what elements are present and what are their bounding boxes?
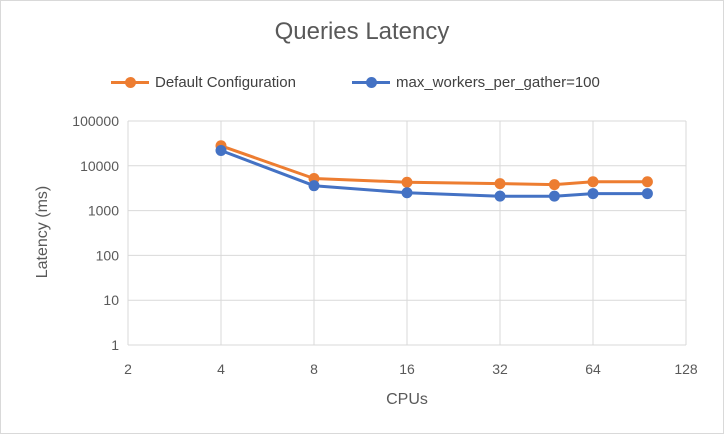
data-point-default: [587, 176, 599, 188]
data-point-default: [494, 178, 506, 190]
legend-swatch-default: [111, 72, 149, 92]
data-point-max-workers: [494, 190, 506, 202]
x-tick-label: 8: [310, 361, 318, 377]
data-point-max-workers: [548, 190, 560, 202]
x-tick-label: 128: [674, 361, 698, 377]
legend-item-default: Default Configuration: [111, 72, 296, 92]
legend-marker-default: [125, 77, 136, 88]
series-group: [215, 140, 653, 202]
y-tick-label: 10: [103, 292, 119, 308]
y-tick-label: 1000: [88, 203, 119, 219]
legend: Default Configuration max_workers_per_ga…: [0, 72, 724, 92]
x-axis-title: CPUs: [386, 391, 428, 408]
y-tick-label: 100000: [72, 113, 119, 129]
y-tick-labels: 1 10 100 1000 10000 100000: [72, 113, 119, 353]
x-tick-label: 2: [124, 361, 132, 377]
data-point-max-workers: [401, 187, 413, 199]
gridlines: [127, 120, 687, 346]
legend-swatch-max-workers: [352, 72, 390, 92]
series-line-default: [220, 144, 648, 187]
x-tick-label: 16: [399, 361, 415, 377]
data-point-max-workers: [641, 188, 653, 200]
x-tick-label: 64: [585, 361, 601, 377]
legend-label-max-workers: max_workers_per_gather=100: [396, 73, 600, 91]
x-tick-label: 4: [217, 361, 225, 377]
x-tick-label: 32: [492, 361, 508, 377]
y-tick-label: 100: [96, 247, 120, 263]
data-point-max-workers: [308, 180, 320, 192]
x-tick-labels: 2 4 8 16 32 64 128: [124, 361, 698, 377]
data-point-default: [401, 176, 413, 188]
y-tick-label: 10000: [80, 158, 119, 174]
series-line-max-workers: [220, 149, 648, 198]
legend-item-max-workers: max_workers_per_gather=100: [352, 72, 600, 92]
data-point-max-workers: [215, 144, 227, 156]
y-axis-title: Latency (ms): [34, 186, 51, 278]
chart-title: Queries Latency: [274, 18, 450, 45]
legend-label-default: Default Configuration: [155, 73, 296, 91]
data-point-default: [548, 179, 560, 191]
y-tick-label: 1: [111, 337, 119, 353]
legend-marker-max-workers: [366, 77, 377, 88]
data-point-max-workers: [587, 188, 599, 200]
data-point-default: [641, 176, 653, 188]
